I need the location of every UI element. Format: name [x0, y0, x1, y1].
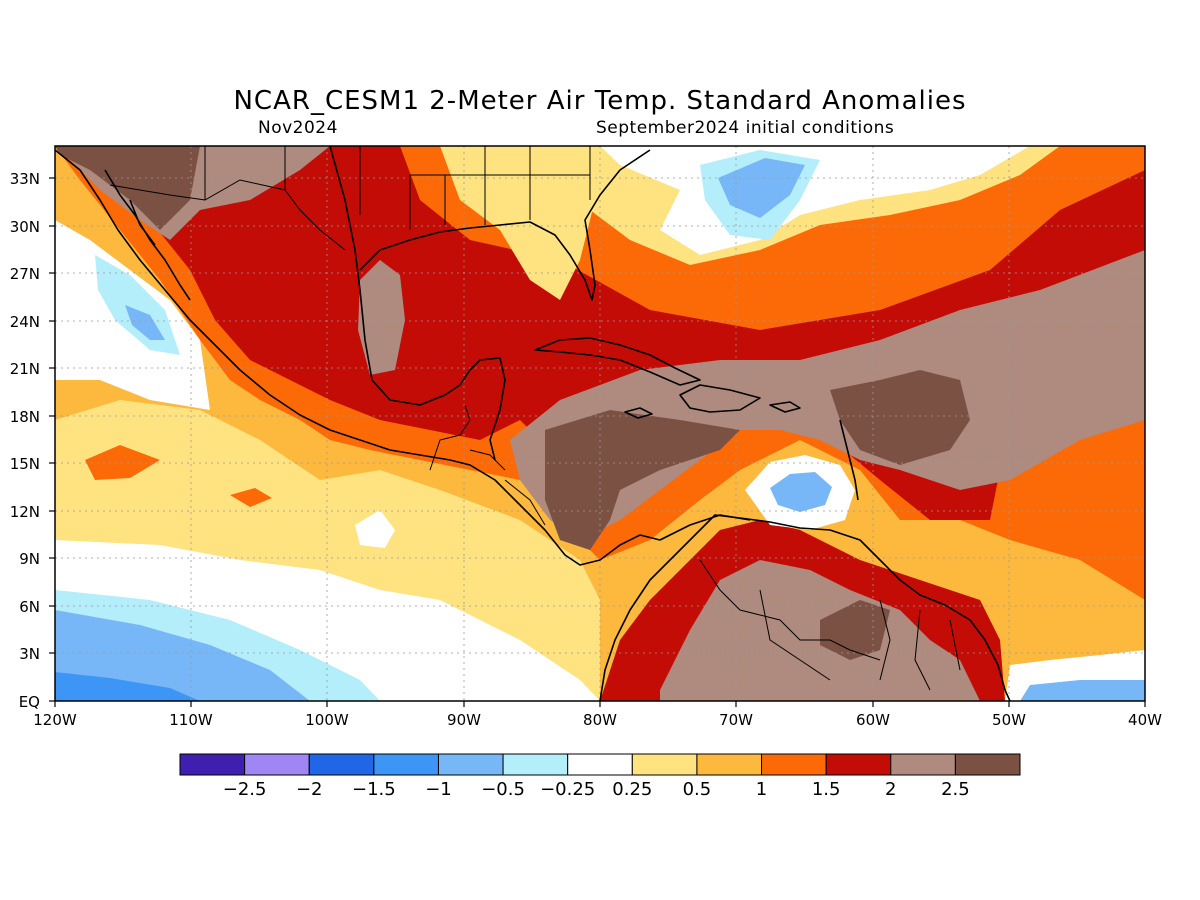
- colorbar-label: 2.5: [941, 779, 970, 800]
- colorbar-label: 1.5: [812, 779, 841, 800]
- field-brown-atlantic: [830, 370, 970, 465]
- latitude-labels: 33N 30N 27N 24N 21N 18N 15N 12N 9N 6N 3N…: [10, 170, 40, 711]
- lon-label: 120W: [33, 711, 77, 729]
- lat-label: 3N: [19, 645, 40, 663]
- axis-ticks: [49, 177, 1146, 707]
- field-brown-southamerica: [820, 600, 890, 660]
- coastline-south-america: [599, 514, 1011, 701]
- lat-label: 6N: [19, 598, 40, 616]
- colorbar-label: 2: [885, 779, 896, 800]
- coastline-us-gulf: [359, 149, 651, 301]
- colorbar-label: 1: [756, 779, 767, 800]
- field-pinkbrown-gulf: [358, 260, 405, 375]
- field-pinkbrown-atlantic: [510, 250, 1145, 540]
- colorbar-label: −1: [425, 779, 452, 800]
- field-deepblue-pacific: [55, 672, 200, 701]
- border-us-mexico: [109, 179, 346, 251]
- border-central-america: [429, 404, 546, 526]
- colorbar-swatch: [761, 753, 827, 776]
- lat-label: 24N: [10, 313, 40, 331]
- field-orange-pacific-blob: [85, 445, 160, 480]
- colorbar-swatch: [244, 753, 310, 776]
- colorbar-label: −1.5: [352, 779, 396, 800]
- initial-conditions-label: September2024 initial conditions: [596, 118, 895, 138]
- border-us-states: [204, 146, 591, 230]
- lon-label: 80W: [583, 711, 617, 729]
- lon-label: 70W: [719, 711, 753, 729]
- lon-label: 60W: [856, 711, 890, 729]
- colorbar-swatch: [437, 753, 504, 776]
- colorbar-swatch: [373, 753, 439, 776]
- colorbar-label: −0.5: [481, 779, 525, 800]
- lon-label: 100W: [305, 711, 349, 729]
- colorbar-swatch: [696, 753, 763, 776]
- lat-label: 33N: [10, 170, 40, 188]
- lon-label: 50W: [992, 711, 1026, 729]
- colorbar-label: 0.5: [683, 779, 712, 800]
- lon-label: 110W: [169, 711, 213, 729]
- lat-label: EQ: [19, 693, 40, 711]
- colorbar-label: −0.25: [540, 779, 595, 800]
- colorbar-swatch: [954, 753, 1021, 776]
- coastlines: [55, 146, 1011, 701]
- chart-title: NCAR_CESM1 2-Meter Air Temp. Standard An…: [233, 86, 967, 116]
- coastline-hispaniola: [679, 384, 761, 413]
- colorbar-swatch: [890, 753, 956, 776]
- border-south-america: [699, 559, 961, 691]
- field-blue-eastatlantic: [1020, 680, 1145, 701]
- colorbar-swatch: [502, 753, 569, 776]
- colorbar-label: −2.5: [223, 779, 267, 800]
- coastline-gulf-mexico: [329, 146, 506, 461]
- field-blue-caribbean-eddy: [770, 472, 832, 512]
- political-borders: [109, 146, 961, 691]
- lat-label: 21N: [10, 360, 40, 378]
- forecast-month: Nov2024: [258, 118, 338, 138]
- field-blue-northatlantic: [718, 158, 805, 218]
- lat-label: 18N: [10, 408, 40, 426]
- lat-label: 9N: [19, 550, 40, 568]
- colorbar-swatch: [308, 753, 375, 776]
- colorbar: −2.5 −2 −1.5 −1 −0.5 −0.25 0.25 0.5 1 1.5 2 2.5: [179, 753, 1021, 800]
- colorbar-swatch: [631, 753, 698, 776]
- longitude-labels: 120W 110W 100W 90W 80W 70W 60W 50W 40W: [33, 711, 1162, 729]
- lat-label: 27N: [10, 265, 40, 283]
- colorbar-swatch: [567, 753, 633, 776]
- field-blue-westpacific: [125, 305, 165, 340]
- colorbar-label: −2: [296, 779, 323, 800]
- lon-label: 40W: [1128, 711, 1162, 729]
- colorbar-swatch: [825, 753, 892, 776]
- field-blue-pacific: [55, 610, 310, 701]
- colorbar-label: 0.25: [612, 779, 652, 800]
- colorbar-swatch: [179, 753, 246, 776]
- anomaly-field: [55, 146, 1145, 701]
- coastline-cuba: [534, 337, 701, 386]
- coastline-lesser-antilles: [839, 419, 859, 501]
- field-orange-pacific-blob2: [230, 488, 272, 507]
- field-white-pacific-blob: [355, 510, 395, 548]
- lat-label: 12N: [10, 503, 40, 521]
- coastline-mexico-pacific: [55, 149, 751, 566]
- field-brown-caribbean: [545, 410, 740, 550]
- lat-label: 15N: [10, 455, 40, 473]
- coastline-baja: [104, 169, 191, 301]
- coastline-jamaica: [624, 407, 653, 419]
- lat-label: 30N: [10, 218, 40, 236]
- lon-label: 90W: [447, 711, 481, 729]
- coastline-puerto-rico: [769, 401, 801, 413]
- graticule: [55, 146, 1145, 701]
